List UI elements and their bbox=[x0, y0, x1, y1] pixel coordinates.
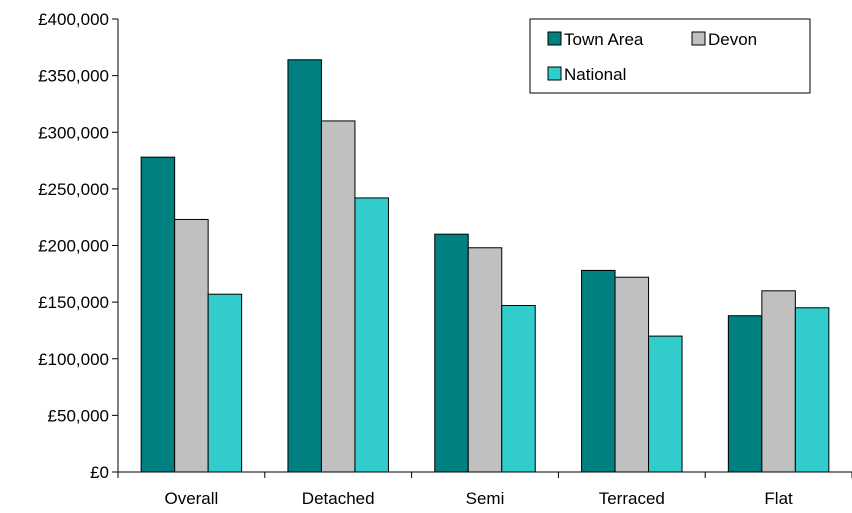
legend-swatch bbox=[547, 66, 562, 81]
y-tick-label: £400,000 bbox=[38, 10, 109, 29]
y-tick-label: £300,000 bbox=[38, 123, 109, 142]
legend-label: Devon bbox=[708, 30, 757, 49]
y-tick-label: £350,000 bbox=[38, 67, 109, 86]
x-tick-label: Detached bbox=[302, 489, 375, 508]
legend-label: Town Area bbox=[564, 30, 644, 49]
x-tick-label: Overall bbox=[164, 489, 218, 508]
x-tick-label: Terraced bbox=[599, 489, 665, 508]
bar-devon-flat bbox=[761, 290, 796, 473]
x-axis-ticks: Overall Detached Semi Terraced Flat bbox=[117, 472, 852, 508]
legend-box bbox=[529, 18, 811, 94]
bar-devon-overall bbox=[174, 218, 209, 473]
bar-national-terraced bbox=[648, 335, 683, 473]
y-tick-label: £250,000 bbox=[38, 180, 109, 199]
y-tick-label: £100,000 bbox=[38, 350, 109, 369]
bar-town-area-overall bbox=[140, 156, 176, 473]
bar-devon-terraced bbox=[614, 276, 650, 473]
bar-national-detached bbox=[354, 197, 389, 473]
legend-swatch bbox=[691, 31, 706, 46]
bar-town-area-terraced bbox=[581, 269, 616, 473]
y-tick-label: £50,000 bbox=[48, 406, 109, 425]
y-tick-label: £150,000 bbox=[38, 293, 109, 312]
bars bbox=[140, 59, 830, 473]
x-tick-label: Semi bbox=[466, 489, 505, 508]
bar-devon-semi bbox=[467, 247, 503, 473]
bar-national-flat bbox=[794, 307, 830, 473]
bar-devon-detached bbox=[320, 120, 356, 473]
bar-town-area-semi bbox=[434, 233, 469, 473]
bar-national-semi bbox=[501, 305, 536, 473]
y-tick-label: £200,000 bbox=[38, 237, 109, 256]
legend-label: National bbox=[564, 65, 626, 84]
bar-national-overall bbox=[207, 293, 243, 473]
legend-swatch bbox=[547, 31, 562, 46]
y-axis-ticks: £0 £50,000 £100,000 £150,000 £200,000 £250,00… bbox=[38, 10, 118, 482]
bar-town-area-detached bbox=[287, 59, 322, 473]
bar-town-area-flat bbox=[727, 315, 763, 473]
x-tick-label: Flat bbox=[764, 489, 793, 508]
y-tick-label: £0 bbox=[90, 463, 109, 482]
legend: Town Area Devon National bbox=[529, 18, 811, 94]
